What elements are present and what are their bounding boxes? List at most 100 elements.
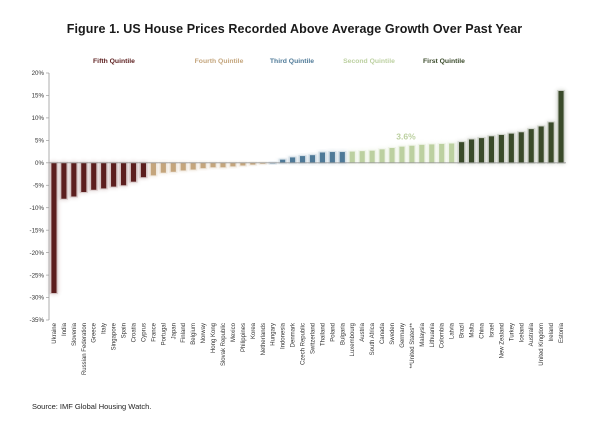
x-tick-label: Austria (360, 322, 366, 341)
x-tick-label: Hungary (271, 323, 277, 346)
legend-item-fourth: Fourth Quintile (195, 58, 244, 65)
bar (498, 134, 504, 163)
x-tick-label: Slovak Republic (221, 323, 227, 366)
x-tick-label: Portugal (161, 323, 167, 345)
bar (508, 133, 514, 163)
bar (280, 159, 286, 163)
bar (389, 147, 395, 163)
x-tick-label: Korea (251, 322, 257, 339)
x-tick-label: Luxembourg (350, 323, 356, 356)
x-tick-label: South Africa (370, 322, 376, 355)
annotation-layer: 3.6% (396, 132, 416, 142)
legend-item-fifth: Fifth Quintile (93, 58, 135, 65)
x-tick-label: Poland (330, 323, 336, 342)
x-tick-label: Ukraine (52, 322, 58, 343)
x-tick-label: Denmark (291, 322, 297, 347)
bar (200, 162, 206, 169)
x-tick-label: Malta (470, 322, 476, 337)
x-tick-label: China (479, 322, 485, 338)
bars-layer (51, 90, 564, 294)
x-tick-label: Greece (92, 322, 98, 342)
x-tick-label: Hong Kong (211, 323, 217, 353)
x-tick-label: Italy (102, 323, 108, 334)
bar (528, 129, 534, 163)
source-note: Source: IMF Global Housing Watch. (32, 402, 152, 411)
y-tick-label: -30% (30, 295, 45, 302)
y-tick-label: 20% (32, 70, 45, 77)
bar (250, 162, 256, 165)
bar (220, 162, 226, 168)
bar-glow-layer (49, 89, 566, 295)
bar (468, 139, 475, 163)
x-tick-label: Cyprus (141, 323, 147, 342)
bar (379, 149, 385, 163)
bar (180, 162, 186, 171)
y-tick-label: -25% (30, 272, 45, 279)
x-tick-label: Czech Republic (301, 323, 307, 365)
x-tick-label: Lithuania (430, 322, 436, 347)
x-tick-label: Iceland (519, 323, 525, 342)
x-tick-label: Spain (122, 323, 128, 338)
legend-item-first: First Quintile (423, 58, 465, 65)
bar (409, 145, 415, 163)
x-tick-label: United Kingdom (539, 323, 545, 366)
x-tick-label: Colombia (440, 322, 446, 348)
bar (439, 143, 445, 163)
x-tick-label: Netherlands (261, 323, 267, 355)
x-tick-label: Ireland (549, 323, 555, 341)
bar (170, 162, 176, 172)
bar (309, 155, 316, 163)
x-tick-label: Germany (400, 323, 406, 348)
bar (260, 162, 266, 164)
x-tick-label: Israel (489, 323, 495, 338)
bar (558, 90, 564, 163)
x-tick-label: Turkey (509, 323, 515, 341)
x-tick-label: Slovenia (72, 322, 78, 346)
y-tick-label: -10% (30, 205, 45, 212)
x-tick-label: Russian Federation (82, 323, 88, 375)
bar (459, 142, 465, 163)
y-tick-label: -5% (33, 182, 45, 189)
x-tick-label: Philippines (241, 323, 247, 352)
x-tick-label: Australia (529, 322, 535, 346)
y-tick-label: 5% (35, 138, 44, 145)
x-tick-label: Belgium (191, 323, 197, 345)
bar (240, 162, 246, 166)
bar (369, 150, 375, 163)
x-tick-label: Mexico (231, 322, 237, 342)
chart-title: Figure 1. US House Prices Recorded Above… (66, 22, 523, 36)
bar (329, 152, 335, 163)
bar (478, 138, 485, 163)
bar (160, 162, 166, 173)
bar (449, 143, 455, 163)
legend-item-third: Third Quintile (270, 58, 314, 65)
bar (319, 152, 325, 163)
category-labels-layer: Ukraine India Slovenia Russian Federation Gr… (52, 322, 565, 375)
x-tick-label: Switzerland (310, 323, 316, 354)
x-tick-label: Croatia (132, 322, 138, 342)
x-tick-label: **United States** (410, 322, 416, 368)
bar (210, 162, 216, 168)
bar (488, 136, 495, 163)
x-tick-label: Japan (171, 323, 177, 339)
x-tick-label: New Zealand (499, 323, 505, 358)
x-tick-label: Malaysia (420, 322, 426, 346)
x-tick-label: Canada (380, 322, 386, 344)
y-tick-label: 0% (35, 160, 44, 167)
bar (399, 146, 405, 163)
bar (140, 162, 147, 178)
bar (419, 144, 425, 163)
bar (429, 144, 435, 163)
bar (61, 162, 67, 199)
y-tick-label: 15% (32, 93, 45, 100)
y-tick-label: -20% (30, 250, 45, 257)
bar (518, 132, 524, 163)
bar (538, 126, 544, 163)
y-tick-label: -15% (30, 227, 45, 234)
x-tick-label: Sweden (390, 323, 396, 345)
x-tick-label: Latvia (450, 322, 456, 339)
x-tick-label: Indonesia (281, 322, 287, 349)
x-tick-label: Singapore (112, 322, 118, 350)
